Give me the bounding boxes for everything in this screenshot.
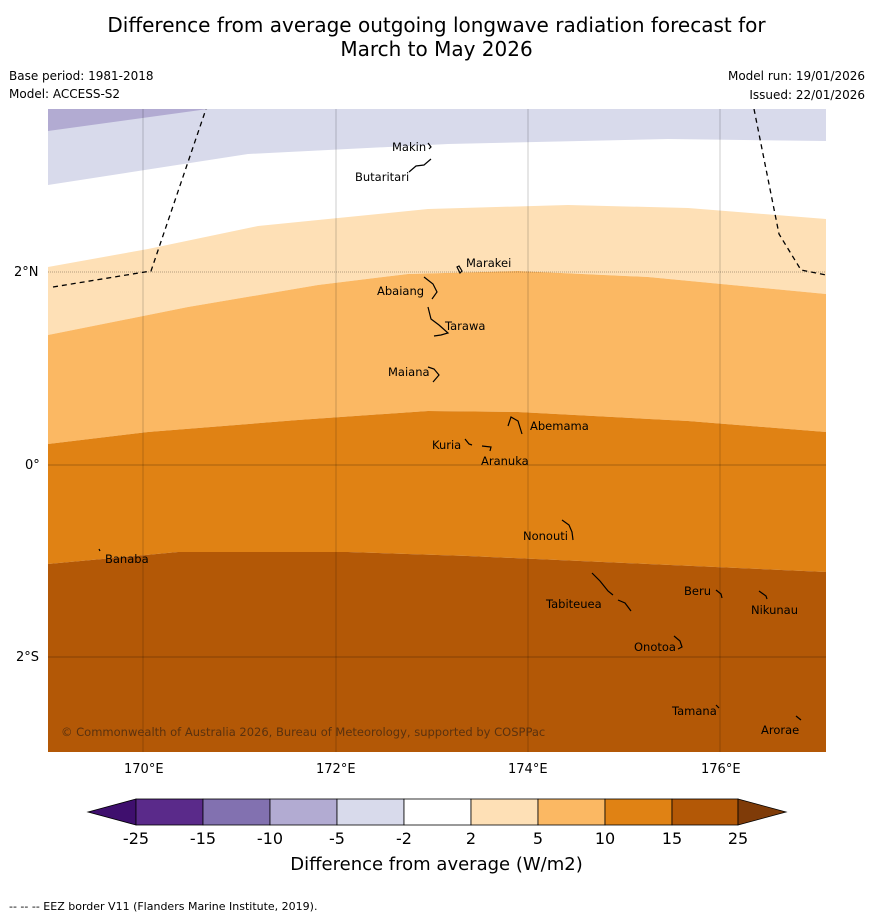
label-abaiang: Abaiang: [377, 284, 424, 298]
island-shape-nonouti: [561, 519, 574, 541]
colorbar-tick-7: 10: [594, 829, 616, 848]
lon-tick-174e: 174°E: [508, 762, 548, 777]
colorbar-tick-5: 2: [465, 829, 477, 848]
island-shape-maiana: [427, 366, 440, 383]
island-shape-abemama: [507, 416, 523, 435]
island-shape-nikunau: [758, 590, 768, 600]
label-tarawa: Tarawa: [444, 319, 485, 333]
lon-tick-170e: 170°E: [124, 762, 164, 777]
colorbar-tick-1: -15: [189, 829, 217, 848]
eez-border-west: [52, 109, 207, 288]
lon-tick-176e: 176°E: [701, 762, 741, 777]
eez-border-east: [753, 109, 826, 276]
island-shape-beru: [715, 589, 723, 599]
band-minus10-minus5: [48, 109, 208, 131]
colorbar-segment-6: [537, 798, 606, 826]
colorbar-tick-3: -5: [329, 829, 345, 848]
colorbar-segment-1: [202, 798, 271, 826]
colorbar-segment-2: [269, 798, 338, 826]
label-aranuka: Aranuka: [481, 454, 529, 468]
model-name: Model: ACCESS-S2: [9, 87, 121, 101]
band-15-25: [48, 552, 826, 752]
island-shape-tarawa: [427, 306, 450, 337]
label-tabiteuea: Tabiteuea: [545, 597, 602, 611]
island-shape-butaritari: [408, 158, 432, 173]
island-shape-abaiang: [423, 276, 438, 300]
colorbar-title: Difference from average (W/m2): [290, 854, 583, 875]
colorbar-segment-0: [135, 798, 204, 826]
lat-tick-0: 0°: [25, 458, 40, 473]
label-banaba: Banaba: [105, 552, 149, 566]
map-title-line2: March to May 2026: [340, 37, 533, 61]
island-shape-tamana: [715, 704, 720, 709]
colorbar-tick-4: -2: [396, 829, 412, 848]
label-maiana: Maiana: [388, 365, 430, 379]
island-shape-onotoa: [673, 635, 683, 650]
label-kuria: Kuria: [432, 438, 461, 452]
label-abemama: Abemama: [530, 419, 589, 433]
colorbar-extend-high: [737, 798, 788, 826]
colorbar-segment-7: [604, 798, 673, 826]
island-shape-arorae: [795, 715, 802, 721]
island-shape-makin: [427, 142, 432, 150]
colorbar-segment-5: [470, 798, 539, 826]
lat-tick-2s: 2°S: [16, 650, 40, 665]
label-tamana: Tamana: [671, 704, 717, 718]
lat-tick-2n: 2°N: [14, 265, 39, 280]
colorbar-tick-0: -25: [122, 829, 150, 848]
colorbar: [86, 798, 788, 826]
island-shape-aranuka: [481, 445, 492, 452]
band-10-15: [48, 411, 826, 572]
label-makin: Makin: [392, 140, 426, 154]
map-title-line1: Difference from average outgoing longwav…: [107, 13, 766, 37]
colorbar-segment-3: [336, 798, 405, 826]
island-shape-kuria: [464, 438, 473, 446]
island-shape-marakei: [456, 265, 463, 275]
colorbar-tick-2: -10: [256, 829, 284, 848]
island-shape-tabiteuea: [591, 572, 632, 612]
label-beru: Beru: [684, 584, 711, 598]
label-arorae: Arorae: [761, 723, 799, 737]
island-shape-banaba: [98, 548, 101, 552]
band-5-10: [48, 271, 826, 444]
base-period: Base period: 1981-2018: [9, 69, 154, 83]
label-nonouti: Nonouti: [523, 529, 568, 543]
lon-tick-172e: 172°E: [316, 762, 356, 777]
label-butaritari: Butaritari: [355, 170, 409, 184]
map-area: Makin Butaritari Marakei Abaiang Tarawa …: [48, 109, 826, 752]
eez-footnote: -- -- -- EEZ border V11 (Flanders Marine…: [9, 900, 318, 913]
issued-date: Issued: 22/01/2026: [749, 88, 865, 102]
colorbar-tick-6: 5: [532, 829, 544, 848]
colorbar-segment-4: [403, 798, 472, 826]
label-nikunau: Nikunau: [751, 603, 798, 617]
label-marakei: Marakei: [466, 256, 511, 270]
band-minus5-minus2: [48, 109, 826, 185]
copyright-notice: © Commonwealth of Australia 2026, Bureau…: [61, 725, 545, 739]
colorbar-extend-low: [86, 798, 137, 826]
label-onotoa: Onotoa: [634, 640, 676, 654]
model-run: Model run: 19/01/2026: [727, 69, 865, 83]
colorbar-tick-9: 25: [727, 829, 749, 848]
band-2-5: [48, 205, 826, 335]
colorbar-tick-8: 15: [661, 829, 683, 848]
colorbar-segment-8: [671, 798, 739, 826]
